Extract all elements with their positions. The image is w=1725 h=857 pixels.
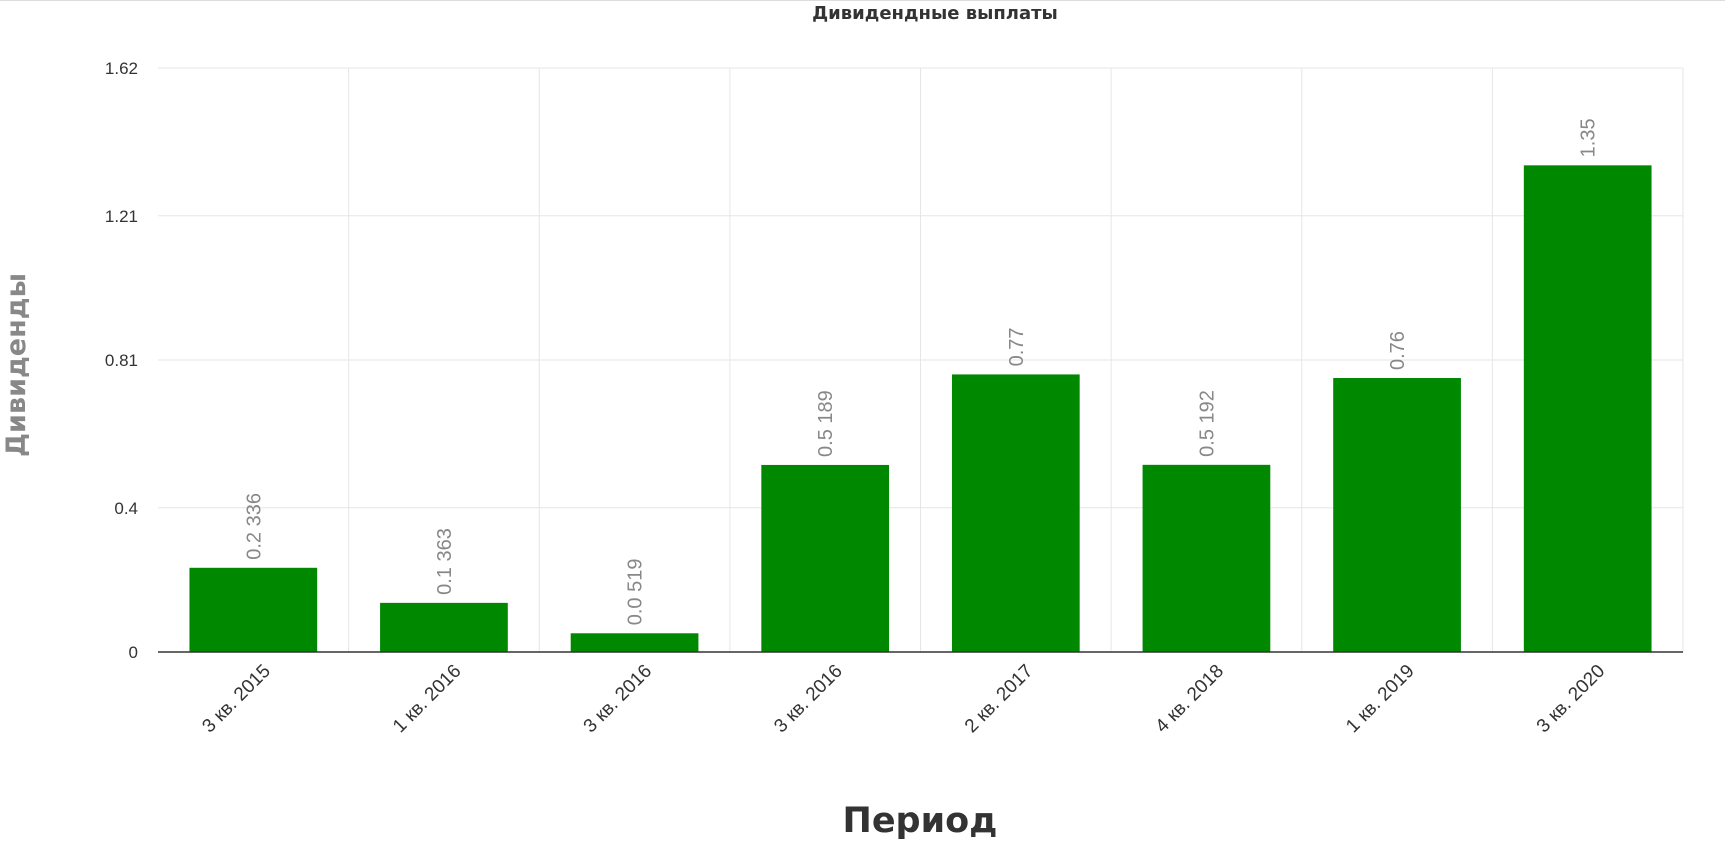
y-axis-title: Дивиденды: [1, 273, 32, 457]
bar-data-label: 1.35: [1578, 118, 1600, 157]
bar: [761, 464, 890, 652]
bar: [189, 567, 318, 652]
top-border-line: [0, 0, 1725, 1]
bar-data-label: 0.2 336: [243, 493, 265, 560]
data-labels-layer: 0.2 336 0.1 363 0.0 519 0.5 189 0.77 0.5 192 0…: [243, 118, 1599, 625]
y-tick-label: 1.21: [105, 207, 138, 226]
y-tick-label: 0.4: [114, 499, 138, 518]
x-tick-label: 3 кв. 2015: [198, 661, 274, 737]
x-tick-label: 2 кв. 2017: [961, 661, 1037, 737]
bar: [951, 374, 1080, 652]
y-tick-label: 0: [129, 643, 138, 662]
x-axis-title: Период: [843, 801, 998, 841]
bar: [1523, 165, 1652, 653]
bar-data-label: 0.0 519: [625, 559, 647, 626]
bars-layer: [189, 165, 1652, 653]
x-tick-label: 3 кв. 2016: [580, 661, 656, 737]
chart-title: Дивидендные выплаты: [812, 3, 1058, 24]
y-tick-label: 1.62: [105, 59, 138, 78]
bar: [1142, 464, 1271, 652]
x-tick-label: 1 кв. 2016: [389, 661, 465, 737]
bar: [1333, 378, 1461, 652]
y-tick-label: 0.81: [105, 351, 138, 370]
bar-data-label: 0.5 189: [815, 390, 837, 457]
bar-data-label: 0.76: [1387, 331, 1409, 370]
x-tick-label: 3 кв. 2020: [1533, 661, 1609, 737]
bar: [380, 602, 508, 652]
bar-data-label: 0.1 363: [434, 528, 456, 595]
bar-data-label: 0.5 192: [1196, 390, 1218, 457]
bar-data-label: 0.77: [1006, 327, 1028, 366]
x-tick-label: 1 кв. 2019: [1342, 661, 1418, 737]
bar: [570, 633, 699, 652]
x-tick-label: 3 кв. 2016: [770, 661, 846, 737]
x-tick-label: 4 кв. 2018: [1152, 661, 1228, 737]
